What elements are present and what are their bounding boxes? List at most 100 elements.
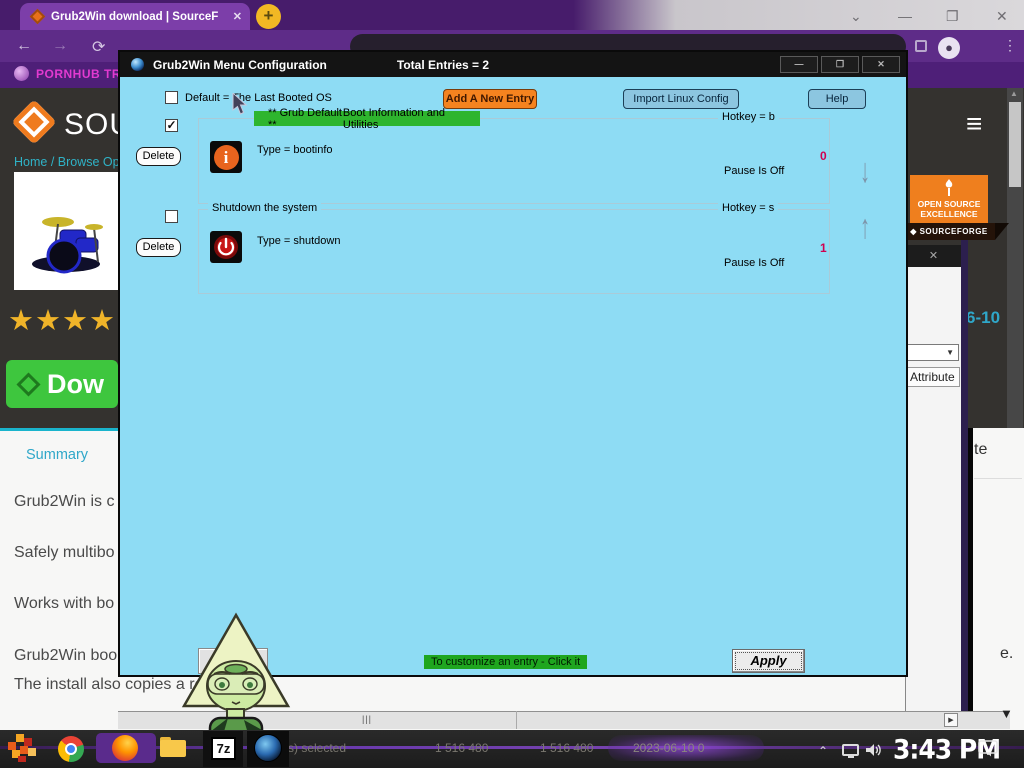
dialog-title-bar[interactable]: Grub2Win Menu Configuration Total Entrie…: [120, 52, 906, 77]
add-entry-button[interactable]: Add A New Entry: [443, 89, 537, 109]
browser-minimize-button[interactable]: —: [898, 8, 912, 24]
taskbar-accent-line: [0, 746, 1024, 749]
status-size: 1 516 480: [435, 741, 489, 755]
scrollbar-grip-icon[interactable]: |||: [362, 714, 373, 724]
summary-line: The install also copies a re: [14, 676, 204, 693]
sevenzip-icon[interactable]: 7z: [211, 737, 236, 760]
explorer-attribute-header[interactable]: Attribute: [906, 367, 960, 387]
entry2-type-label: Type = shutdown: [257, 235, 341, 247]
horizontal-scrollbar[interactable]: [118, 711, 1010, 729]
import-linux-config-button[interactable]: Import Linux Config: [623, 89, 739, 109]
browser-menu-icon[interactable]: ⋮: [1003, 37, 1017, 53]
banner-fold: [995, 223, 1009, 240]
apply-button[interactable]: Apply: [732, 649, 805, 673]
entry1-checkbox[interactable]: ✓: [165, 118, 178, 132]
tab-close-icon[interactable]: ✕: [232, 11, 242, 23]
extensions-icon[interactable]: [915, 40, 927, 52]
corner-arrow-icon: ▼: [1000, 706, 1013, 721]
dialog-minimize-button[interactable]: —: [780, 56, 818, 73]
tab-bar-accent-line: [0, 428, 118, 431]
entry2-title[interactable]: Shutdown the system: [208, 202, 322, 214]
profile-avatar[interactable]: ●: [938, 37, 960, 59]
sourceforge-favicon-icon: [29, 8, 46, 25]
move-down-icon[interactable]: ↓: [860, 152, 870, 191]
browser-tab[interactable]: Grub2Win download | SourceF ✕: [20, 3, 250, 30]
entry2-pause-label: Pause Is Off: [724, 257, 785, 269]
entry2-hotkey-label: Hotkey = s: [718, 202, 779, 214]
default-os-checkbox[interactable]: [165, 91, 178, 104]
entry-row-shutdown[interactable]: [198, 209, 830, 294]
browser-close-button[interactable]: ✕: [996, 8, 1008, 24]
tab-title: Grub2Win download | SourceF: [51, 10, 219, 23]
bootinfo-icon: i: [210, 141, 242, 173]
sourceforge-banner: ◆ SOURCEFORGE: [903, 223, 995, 240]
notification-icon[interactable]: [978, 740, 998, 757]
reload-icon[interactable]: ⟳: [92, 39, 106, 56]
entry-row-bootinfo[interactable]: [198, 118, 830, 204]
bookmark-item[interactable]: PORNHUB TR: [36, 67, 121, 81]
download-button[interactable]: Dow: [6, 360, 118, 408]
summary-line: Grub2Win is c: [14, 493, 115, 510]
new-tab-button[interactable]: +: [256, 4, 281, 29]
divider: [974, 478, 1022, 479]
breadcrumb[interactable]: Home / Browse Open: [14, 155, 134, 169]
page-scrollbar-thumb[interactable]: [1009, 102, 1021, 187]
dialog-maximize-button[interactable]: ❐: [821, 56, 859, 73]
help-button[interactable]: Help: [808, 89, 866, 109]
summary-line: Grub2Win boo: [14, 647, 118, 664]
project-thumbnail: [14, 172, 118, 290]
grub2win-dialog: Grub2Win Menu Configuration Total Entrie…: [118, 50, 908, 677]
open-source-excellence-badge: OPEN SOURCE EXCELLENCE: [910, 175, 988, 223]
start-button-icon[interactable]: [6, 732, 40, 764]
entry2-checkbox[interactable]: [165, 210, 178, 223]
grub2win-app-icon: [131, 58, 144, 71]
grub2win-orb-icon[interactable]: [254, 734, 282, 762]
browser-chevron-icon[interactable]: ⌄: [850, 8, 862, 24]
scroll-right-button[interactable]: ▶: [944, 713, 958, 727]
explorer-window-edge: [961, 240, 968, 712]
explorer-panel: [905, 267, 962, 712]
volume-icon[interactable]: [866, 743, 884, 757]
bookmark-favicon-icon: [14, 66, 29, 81]
move-up-icon[interactable]: ↑: [860, 208, 870, 247]
dialog-title: Grub2Win Menu Configuration: [153, 57, 327, 72]
hamburger-menu-icon[interactable]: ≡: [966, 108, 983, 139]
explorer-dropdown[interactable]: ▼: [907, 344, 959, 361]
default-os-label: Default = The Last Booted OS: [185, 92, 332, 104]
download-logo-icon: [16, 371, 41, 397]
customize-hint: To customize an entry - Click it: [424, 655, 588, 669]
tab-summary[interactable]: Summary: [26, 447, 89, 463]
file-explorer-icon[interactable]: [160, 740, 186, 757]
page-text-fragment: e.: [1000, 645, 1014, 662]
entry2-index: 1: [820, 241, 827, 255]
summary-line: Works with bo: [14, 595, 115, 612]
entry1-index: 0: [820, 149, 827, 163]
browser-restore-button[interactable]: ❐: [946, 8, 959, 24]
entry1-type-label: Type = bootinfo: [257, 144, 333, 156]
dialog-body: Default = The Last Booted OS Add A New E…: [120, 77, 906, 675]
firefox-icon[interactable]: [112, 735, 138, 761]
taskbar-glow: [608, 735, 764, 761]
entry1-delete-button[interactable]: Delete: [136, 147, 181, 166]
status-date: 2023-06-10 0: [633, 741, 705, 755]
clock[interactable]: 3:43 PM: [893, 734, 1001, 765]
back-icon[interactable]: ←: [16, 37, 32, 54]
network-icon-stand: [848, 756, 854, 758]
network-icon[interactable]: [842, 744, 859, 756]
forward-icon[interactable]: →: [52, 37, 68, 54]
entry1-pause-label: Pause Is Off: [724, 165, 785, 177]
shutdown-icon: [210, 231, 242, 263]
page-date-fragment: 6-10: [966, 308, 1001, 327]
status-size: 1 516 480: [540, 741, 594, 755]
dialog-close-button[interactable]: ✕: [862, 56, 900, 73]
tray-chevron-icon[interactable]: ⌃: [818, 744, 829, 758]
explorer-close-button[interactable]: ✕: [905, 245, 962, 267]
entry2-delete-button[interactable]: Delete: [136, 238, 181, 257]
torch-icon: [945, 179, 953, 196]
total-entries-label: Total Entries = 2: [396, 57, 490, 72]
divider: [516, 711, 517, 729]
scrollbar-up-icon[interactable]: ▲: [1010, 89, 1018, 98]
entry1-title-highlight[interactable]: ** Grub Default ** Boot Information and …: [254, 107, 480, 131]
summary-line: Safely multibo: [14, 544, 115, 561]
